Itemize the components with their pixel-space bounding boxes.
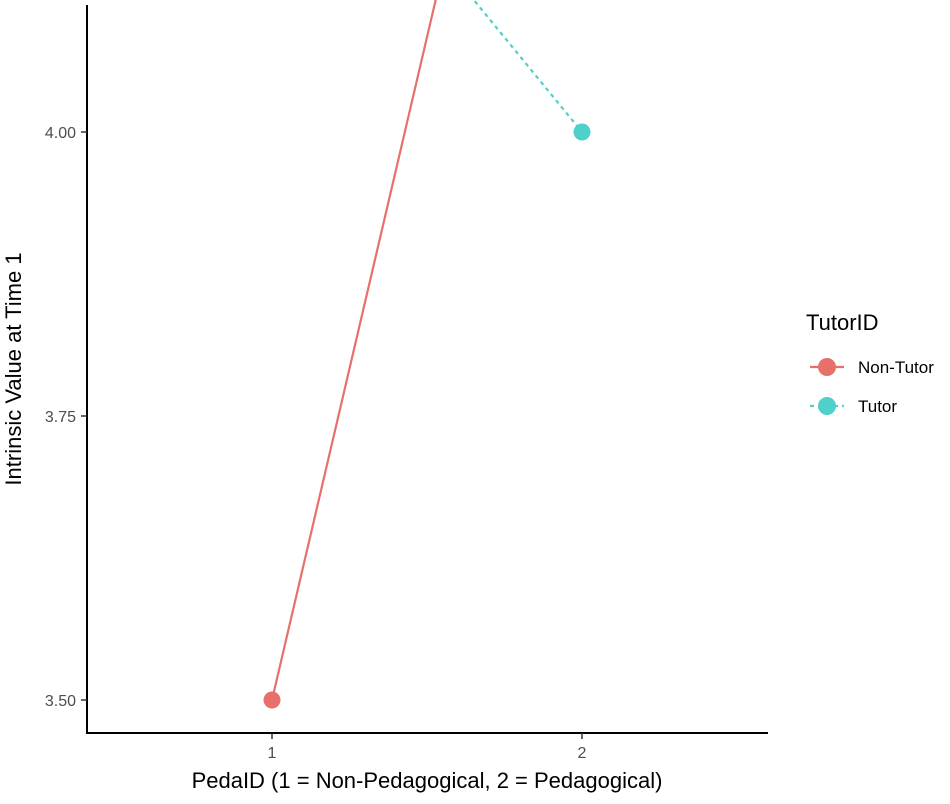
legend-label-tutor: Tutor	[858, 397, 897, 416]
legend-key-point-tutor	[818, 397, 836, 415]
legend-title: TutorID	[806, 310, 879, 335]
y-tick-label: 3.50	[45, 693, 76, 710]
x-axis-title: PedaID (1 = Non-Pedagogical, 2 = Pedagog…	[192, 768, 663, 793]
legend-label-non-tutor: Non-Tutor	[858, 358, 934, 377]
y-axis-ticks: 3.503.754.004.254.50	[45, 125, 87, 710]
data-point-tutor-2	[573, 123, 591, 141]
legend-items: Non-Tutor Tutor	[810, 358, 934, 416]
y-axis-title: Intrinsic Value at Time 1	[1, 252, 26, 485]
series-layer	[263, 0, 591, 709]
series-line-non-tutor	[270, 0, 437, 701]
y-tick-label: 4.00	[45, 125, 76, 142]
series-line-tutor	[472, 0, 583, 133]
legend: TutorID Non-Tutor Tutor	[806, 310, 934, 416]
x-tick-label: 1	[268, 745, 277, 762]
legend-key-point-non-tutor	[818, 358, 836, 376]
y-tick-label: 3.75	[45, 409, 76, 426]
x-tick-label: 2	[578, 745, 587, 762]
data-point-non-tutor-1	[263, 691, 281, 709]
